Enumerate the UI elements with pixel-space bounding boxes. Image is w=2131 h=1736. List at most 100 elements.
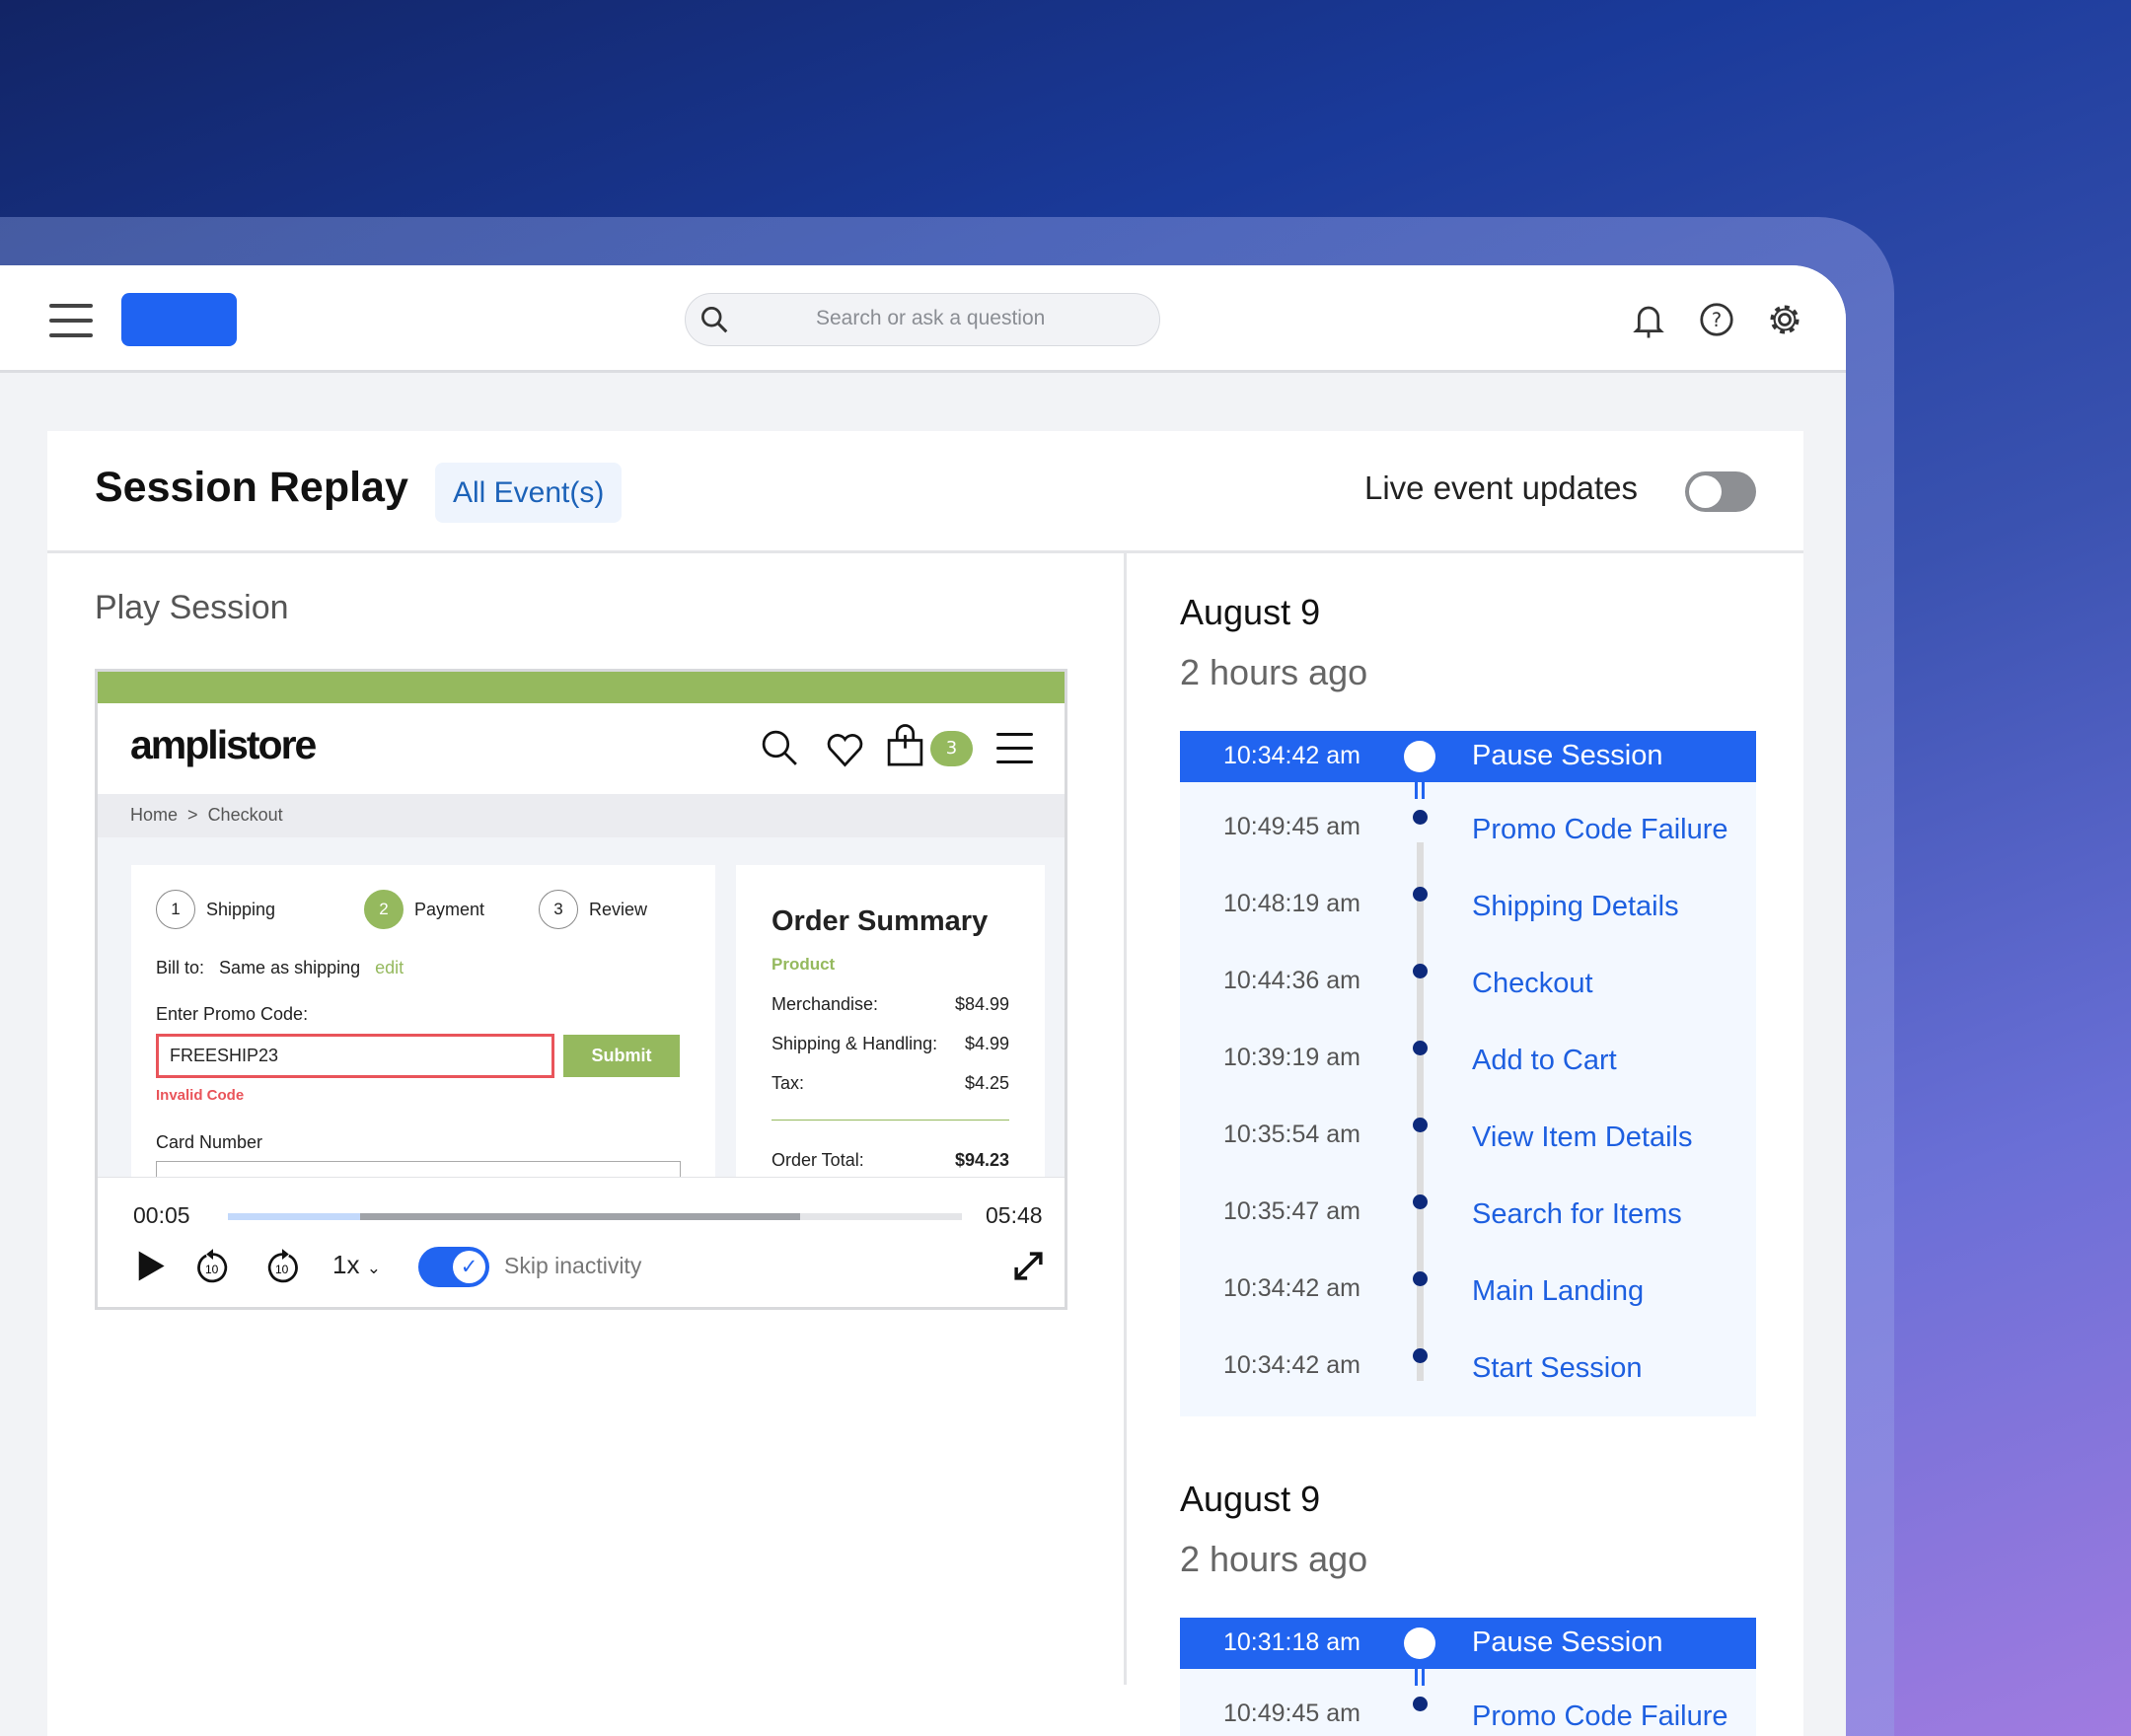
help-icon[interactable]: ? [1699, 302, 1734, 337]
menu-icon[interactable] [49, 304, 93, 348]
fullscreen-icon[interactable] [1012, 1250, 1045, 1282]
event-time: 10:39:19 am [1223, 1044, 1360, 1071]
step-number: 3 [539, 890, 578, 929]
pause-marker [1415, 782, 1418, 799]
play-icon[interactable] [136, 1250, 166, 1282]
event-row[interactable]: 10:44:36 am Checkout [1180, 964, 1756, 1023]
breadcrumb: Home > Checkout [98, 794, 1065, 837]
group-relative-time: 2 hours ago [1180, 1539, 1368, 1579]
step-label: Review [589, 899, 648, 919]
pause-marker [1422, 782, 1425, 799]
event-label: View Item Details [1472, 1121, 1693, 1153]
logo[interactable] [121, 293, 237, 346]
event-row[interactable]: 10:35:54 am View Item Details [1180, 1118, 1756, 1177]
summary-title: Order Summary [772, 905, 989, 937]
event-time: 10:48:19 am [1223, 890, 1360, 917]
pause-session-row[interactable]: 10:31:18 am Pause Session [1180, 1618, 1756, 1669]
summary-row-value: $4.25 [964, 1073, 1009, 1093]
top-bar: Search or ask a question ? [0, 265, 1846, 373]
speed-select[interactable]: 1x ⌄ [332, 1250, 381, 1280]
forward-icon [267, 1249, 298, 1283]
store-banner [98, 672, 1065, 703]
event-label: Search for Items [1472, 1198, 1682, 1230]
event-time: 10:34:42 am [1223, 742, 1360, 769]
event-time: 10:44:36 am [1223, 967, 1360, 994]
event-time: 10:49:45 am [1223, 1700, 1360, 1727]
gear-icon[interactable] [1767, 302, 1802, 337]
event-row[interactable]: 10:34:42 am Main Landing [1180, 1271, 1756, 1331]
page-title: Session Replay [95, 464, 408, 511]
total-label: Order Total: [772, 1150, 864, 1170]
summary-row: Merchandise: $84.99 [772, 994, 1009, 1015]
player-controls: 00:05 05:48 10 10 1x ⌄ ✓ Skip inactivity [98, 1177, 1065, 1307]
bell-icon[interactable] [1631, 301, 1666, 339]
live-updates-label: Live event updates [1364, 470, 1639, 506]
app-window: Search or ask a question ? Session Repla… [0, 265, 1846, 1736]
store-search-icon [762, 730, 797, 765]
search-placeholder: Search or ask a question [816, 307, 1046, 329]
checkout-area: 1 Shipping 2 Payment 3 Review Bill to: Same… [98, 837, 1065, 1201]
event-label: Pause Session [1472, 740, 1663, 771]
event-dot [1413, 964, 1428, 978]
summary-row: Tax: $4.25 [772, 1073, 1009, 1094]
timeline-line [1417, 842, 1424, 1381]
events-panel [1180, 782, 1756, 1416]
event-time: 10:34:42 am [1223, 1351, 1360, 1379]
speed-value: 1x [332, 1250, 360, 1279]
promo-input[interactable]: FREESHIP23 [156, 1034, 554, 1078]
step-payment: 2 Payment [364, 890, 484, 929]
event-row[interactable]: 10:49:45 am Promo Code Failure [1180, 1697, 1756, 1736]
event-row[interactable]: 10:35:47 am Search for Items [1180, 1194, 1756, 1254]
event-time: 10:35:47 am [1223, 1197, 1360, 1225]
chevron-down-icon: ⌄ [366, 1259, 381, 1277]
store-logo: amplistore [130, 722, 317, 767]
event-dot [1413, 1348, 1428, 1363]
step-number: 1 [156, 890, 195, 929]
rewind-seconds: 10 [205, 1263, 219, 1276]
promo-label: Enter Promo Code: [156, 1004, 309, 1024]
order-summary: Order Summary Product Merchandise: $84.99… [736, 865, 1045, 1192]
events-filter[interactable]: All Event(s) [435, 463, 623, 523]
progress-bar[interactable] [228, 1213, 962, 1220]
event-label: Main Landing [1472, 1275, 1645, 1307]
breadcrumb-home: Home [130, 805, 179, 825]
svg-text:?: ? [1712, 309, 1722, 331]
event-label: Shipping Details [1472, 891, 1679, 922]
payment-form: 1 Shipping 2 Payment 3 Review Bill to: Same… [131, 865, 715, 1201]
search-input[interactable]: Search or ask a question [685, 293, 1160, 346]
bill-to-label: Bill to: [156, 958, 205, 977]
breadcrumb-separator: > [187, 805, 198, 825]
forward-seconds: 10 [275, 1263, 289, 1276]
event-dot [1413, 887, 1428, 902]
event-time: 10:49:45 am [1223, 813, 1360, 840]
event-row[interactable]: 10:49:45 am Promo Code Failure [1180, 810, 1756, 869]
event-row[interactable]: 10:48:19 am Shipping Details [1180, 887, 1756, 946]
summary-row-label: Shipping & Handling: [772, 1034, 938, 1053]
heart-icon [827, 734, 863, 767]
rewind-button[interactable]: 10 [195, 1245, 231, 1285]
skip-inactivity-toggle[interactable]: ✓ [418, 1247, 489, 1287]
event-row[interactable]: 10:39:19 am Add to Cart [1180, 1041, 1756, 1100]
submit-button[interactable]: Submit [563, 1035, 680, 1077]
edit-link[interactable]: edit [375, 958, 404, 977]
forward-button[interactable]: 10 [264, 1245, 300, 1285]
check-icon: ✓ [453, 1251, 485, 1283]
pause-marker [1422, 1669, 1425, 1686]
group-relative-time: 2 hours ago [1180, 652, 1368, 692]
event-label: Add to Cart [1472, 1045, 1617, 1076]
skip-inactivity-label: Skip inactivity [504, 1253, 642, 1278]
duration: 05:48 [986, 1202, 1043, 1228]
bill-to-value: Same as shipping [219, 958, 361, 977]
event-label: Promo Code Failure [1472, 1700, 1728, 1732]
step-number: 2 [364, 890, 404, 929]
summary-row-label: Tax: [772, 1073, 805, 1093]
bill-to: Bill to: Same as shipping edit [156, 958, 404, 978]
summary-row: Shipping & Handling: $4.99 [772, 1034, 1009, 1054]
event-dot [1413, 1041, 1428, 1055]
pause-session-row[interactable]: 10:34:42 am Pause Session [1180, 731, 1756, 782]
live-updates-toggle[interactable] [1685, 471, 1756, 512]
breadcrumb-checkout: Checkout [207, 805, 283, 825]
search-icon [701, 307, 728, 333]
event-row[interactable]: 10:34:42 am Start Session [1180, 1348, 1756, 1408]
